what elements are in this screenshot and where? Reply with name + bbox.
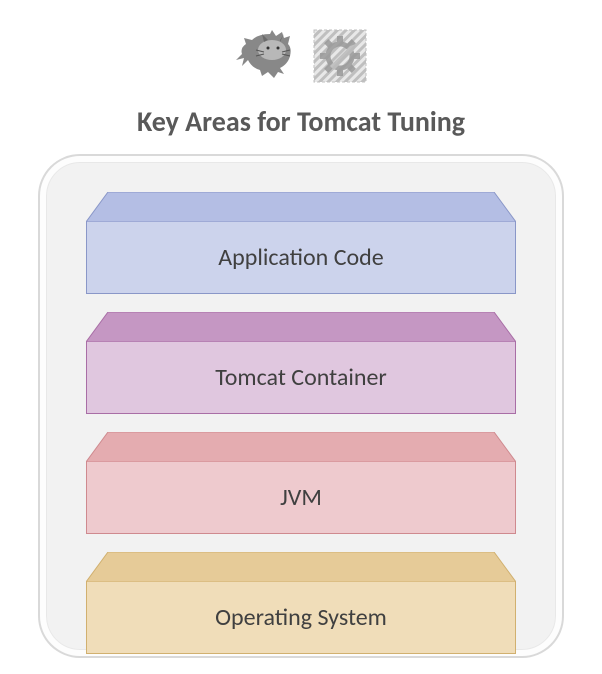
layer: Application Code (86, 192, 516, 294)
layer-front: Application Code (86, 222, 516, 294)
layer-front: Tomcat Container (86, 342, 516, 414)
page-title: Key Areas for Tomcat Tuning (0, 104, 602, 139)
layer: JVM (86, 432, 516, 534)
layer-label: JVM (280, 483, 322, 512)
layer-label: Application Code (218, 243, 383, 272)
layer-top (86, 552, 516, 582)
layer-stack: Application Code Tomcat Container JVM Opera… (86, 192, 516, 672)
layer-label: Tomcat Container (215, 363, 387, 392)
gear-wrench-icon (312, 28, 368, 89)
layer: Operating System (86, 552, 516, 654)
layer-top (86, 312, 516, 342)
stack-panel: Application Code Tomcat Container JVM Opera… (40, 156, 562, 656)
icons-row (0, 28, 602, 89)
layer-front: JVM (86, 462, 516, 534)
layer-top (86, 192, 516, 222)
layer: Tomcat Container (86, 312, 516, 414)
layer-label: Operating System (215, 603, 387, 632)
layer-front: Operating System (86, 582, 516, 654)
layer-top (86, 432, 516, 462)
tomcat-icon (234, 28, 304, 89)
